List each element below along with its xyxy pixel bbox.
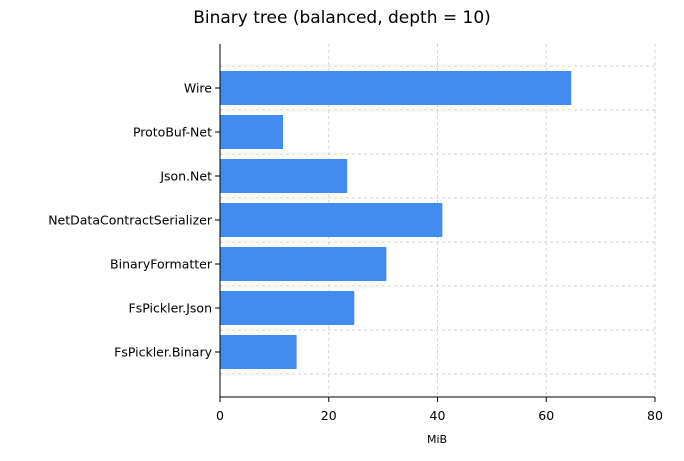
x-tick-label: 60: [538, 408, 554, 423]
bar-wire: [220, 71, 572, 105]
x-tick-label: 80: [647, 408, 663, 423]
category-label: ProtoBuf-Net: [133, 125, 212, 140]
x-axis-title: MiB: [427, 433, 447, 446]
bar-netdatacontractserializer: [220, 203, 443, 237]
category-label: Json.Net: [159, 169, 212, 184]
bar-binaryformatter: [220, 247, 387, 281]
bar-protobuf-net: [220, 115, 284, 149]
category-label: Wire: [184, 81, 212, 96]
x-tick-labels: 0 20 40 60 80: [216, 397, 663, 423]
category-labels: Wire ProtoBuf-Net Json.Net NetDataContractS…: [48, 81, 220, 360]
category-label: BinaryFormatter: [110, 257, 213, 272]
chart-title: Binary tree (balanced, depth = 10): [193, 8, 491, 28]
category-label: FsPickler.Json: [129, 301, 212, 316]
bar-json-net: [220, 159, 348, 193]
grid-lines: [220, 44, 656, 397]
x-tick-label: 0: [216, 408, 224, 423]
x-tick-label: 40: [430, 408, 446, 423]
bar-fspickler-binary: [220, 335, 297, 369]
bar-fspickler-json: [220, 291, 355, 325]
x-tick-label: 20: [321, 408, 337, 423]
category-label: FsPickler.Binary: [114, 345, 212, 360]
category-label: NetDataContractSerializer: [48, 213, 213, 228]
bars: [220, 71, 572, 369]
